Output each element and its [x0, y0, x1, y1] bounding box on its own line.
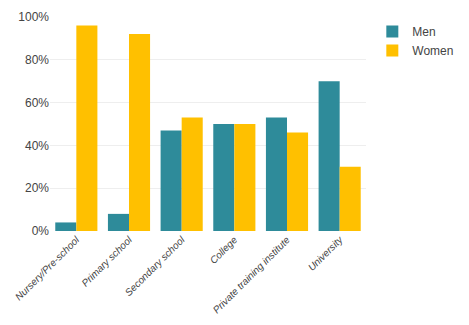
svg-text:40%: 40%: [25, 139, 49, 153]
svg-text:60%: 60%: [25, 96, 49, 110]
svg-text:College: College: [208, 234, 240, 266]
svg-text:Secondary school: Secondary school: [123, 234, 188, 299]
svg-text:Primary school: Primary school: [79, 234, 134, 289]
svg-text:100%: 100%: [18, 10, 49, 24]
svg-text:University: University: [306, 233, 346, 273]
svg-text:Private training institute: Private training institute: [211, 234, 293, 316]
svg-text:Men: Men: [412, 25, 435, 39]
svg-text:80%: 80%: [25, 53, 49, 67]
svg-text:Women: Women: [412, 44, 453, 58]
svg-text:Nursery/Pre-school: Nursery/Pre-school: [13, 234, 82, 303]
svg-text:0%: 0%: [32, 224, 50, 238]
svg-text:20%: 20%: [25, 181, 49, 195]
